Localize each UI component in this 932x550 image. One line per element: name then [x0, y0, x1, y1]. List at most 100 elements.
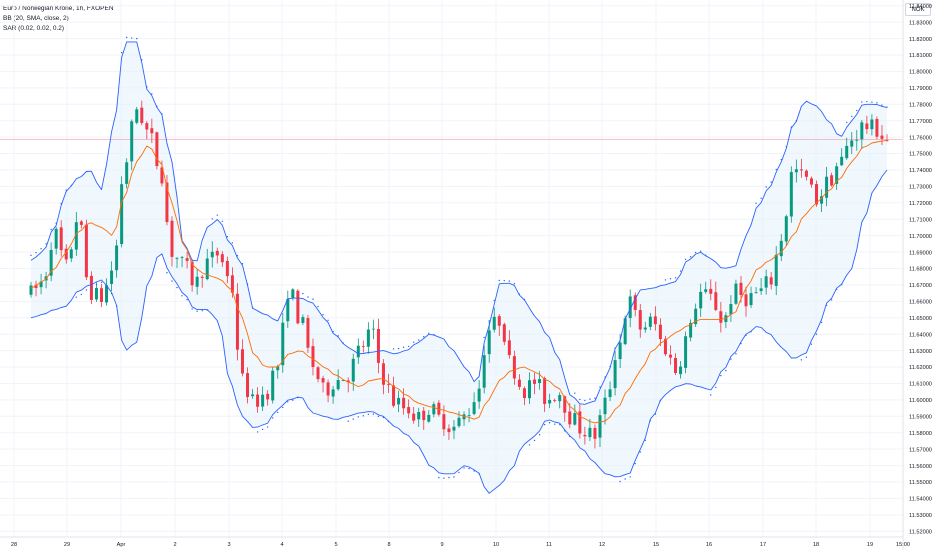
candle-body [94, 287, 98, 300]
candle-body [29, 285, 33, 295]
candle-body [99, 288, 103, 302]
candle-body [749, 293, 753, 306]
candle-body [779, 240, 783, 257]
sar-dot [856, 109, 858, 112]
sar-dot [790, 126, 793, 128]
sar-dot [468, 467, 470, 470]
candle-body [598, 415, 602, 438]
bb-indicator-label[interactable]: BB (20, SMA, close, 2) [3, 15, 69, 22]
sar-dot [186, 298, 188, 301]
price-tick-label: 11.73000 [909, 185, 932, 191]
sar-dot [65, 189, 67, 191]
sar-dot [141, 59, 143, 61]
bollinger-basis-line [30, 139, 888, 424]
sar-dot [548, 422, 551, 424]
price-tick-label: 11.66000 [909, 300, 932, 306]
candle-body [432, 404, 436, 415]
candle-body [527, 380, 531, 399]
sar-dot [840, 283, 843, 286]
sar-dot [90, 287, 93, 289]
sar-dot [181, 295, 183, 297]
candle-body [261, 394, 265, 407]
candle-body [281, 322, 285, 366]
price-tick-label: 11.62000 [909, 365, 932, 371]
sar-dot [377, 415, 380, 418]
sar-dot [654, 413, 657, 415]
sar-dot [830, 299, 833, 301]
sar-dot [543, 423, 546, 426]
sar-dot [589, 398, 591, 400]
candle-body [256, 394, 260, 407]
sar-dot [307, 296, 309, 298]
currency-tag[interactable]: NOK [905, 3, 931, 16]
candle-body [34, 284, 38, 289]
candle-body [648, 316, 652, 327]
candle-body [225, 260, 229, 277]
sar-dot [176, 286, 178, 289]
candle-body [462, 414, 466, 420]
sar-dot [332, 330, 334, 333]
sar-dot [876, 102, 878, 104]
price-tick-label: 11.56000 [909, 464, 932, 470]
sar-dot [820, 321, 823, 324]
sar-dot [261, 428, 264, 431]
price-tick-label: 11.60000 [909, 398, 932, 404]
candle-body [769, 277, 773, 285]
sar-dot [35, 251, 37, 254]
time-tick-label: 15:00 [896, 542, 910, 548]
candle-body [205, 258, 209, 280]
candle-body [74, 222, 78, 250]
sar-dot [448, 476, 450, 479]
sar-dot [871, 101, 873, 103]
candle-body [658, 324, 662, 340]
sar-dot [241, 263, 244, 265]
sar-dot [835, 288, 838, 291]
sar-dot [533, 439, 536, 442]
candle-body [840, 156, 844, 166]
candle-body [835, 166, 839, 184]
candle-body [130, 121, 134, 162]
sar-indicator-label[interactable]: SAR (0.02, 0.02, 0.2) [3, 25, 65, 32]
candle-body [573, 413, 577, 425]
sar-dot [40, 247, 42, 250]
price-tick-label: 11.53000 [909, 513, 932, 519]
sar-dot [125, 36, 128, 39]
sar-dot [886, 106, 888, 108]
sar-dot [538, 434, 541, 436]
sar-dot [624, 478, 626, 480]
sar-dot [488, 320, 490, 322]
time-tick-label: 10 [493, 542, 499, 548]
sar-dot [861, 101, 863, 103]
candle-body [875, 118, 879, 137]
candle-body [764, 276, 768, 288]
candle-body [522, 388, 526, 399]
price-tick-label: 11.54000 [909, 497, 932, 503]
sar-dot [720, 374, 722, 377]
sar-dot [251, 306, 254, 309]
candle-body [427, 414, 431, 422]
sar-dot [825, 304, 828, 307]
sar-dot [317, 305, 319, 308]
price-tick-label: 11.63000 [909, 349, 932, 355]
candle-body [326, 382, 330, 396]
candle-body [774, 254, 778, 286]
time-tick-label: 19 [867, 542, 873, 548]
sar-dot [337, 335, 339, 337]
price-tick-label: 11.57000 [909, 447, 932, 453]
sar-dot [725, 369, 727, 372]
sar-dot [418, 339, 420, 341]
sar-dot [407, 345, 410, 348]
sar-dot [735, 353, 737, 355]
sar-dot [710, 394, 712, 396]
sar-dot [352, 418, 354, 420]
candle-body [402, 397, 406, 409]
candle-body [110, 270, 114, 284]
sar-dot [705, 254, 707, 256]
candle-body [251, 394, 255, 397]
sar-dot [231, 242, 234, 244]
candle-body [311, 346, 315, 367]
candle-body [336, 380, 340, 390]
sar-dot [302, 292, 304, 295]
candle-body [699, 291, 703, 309]
